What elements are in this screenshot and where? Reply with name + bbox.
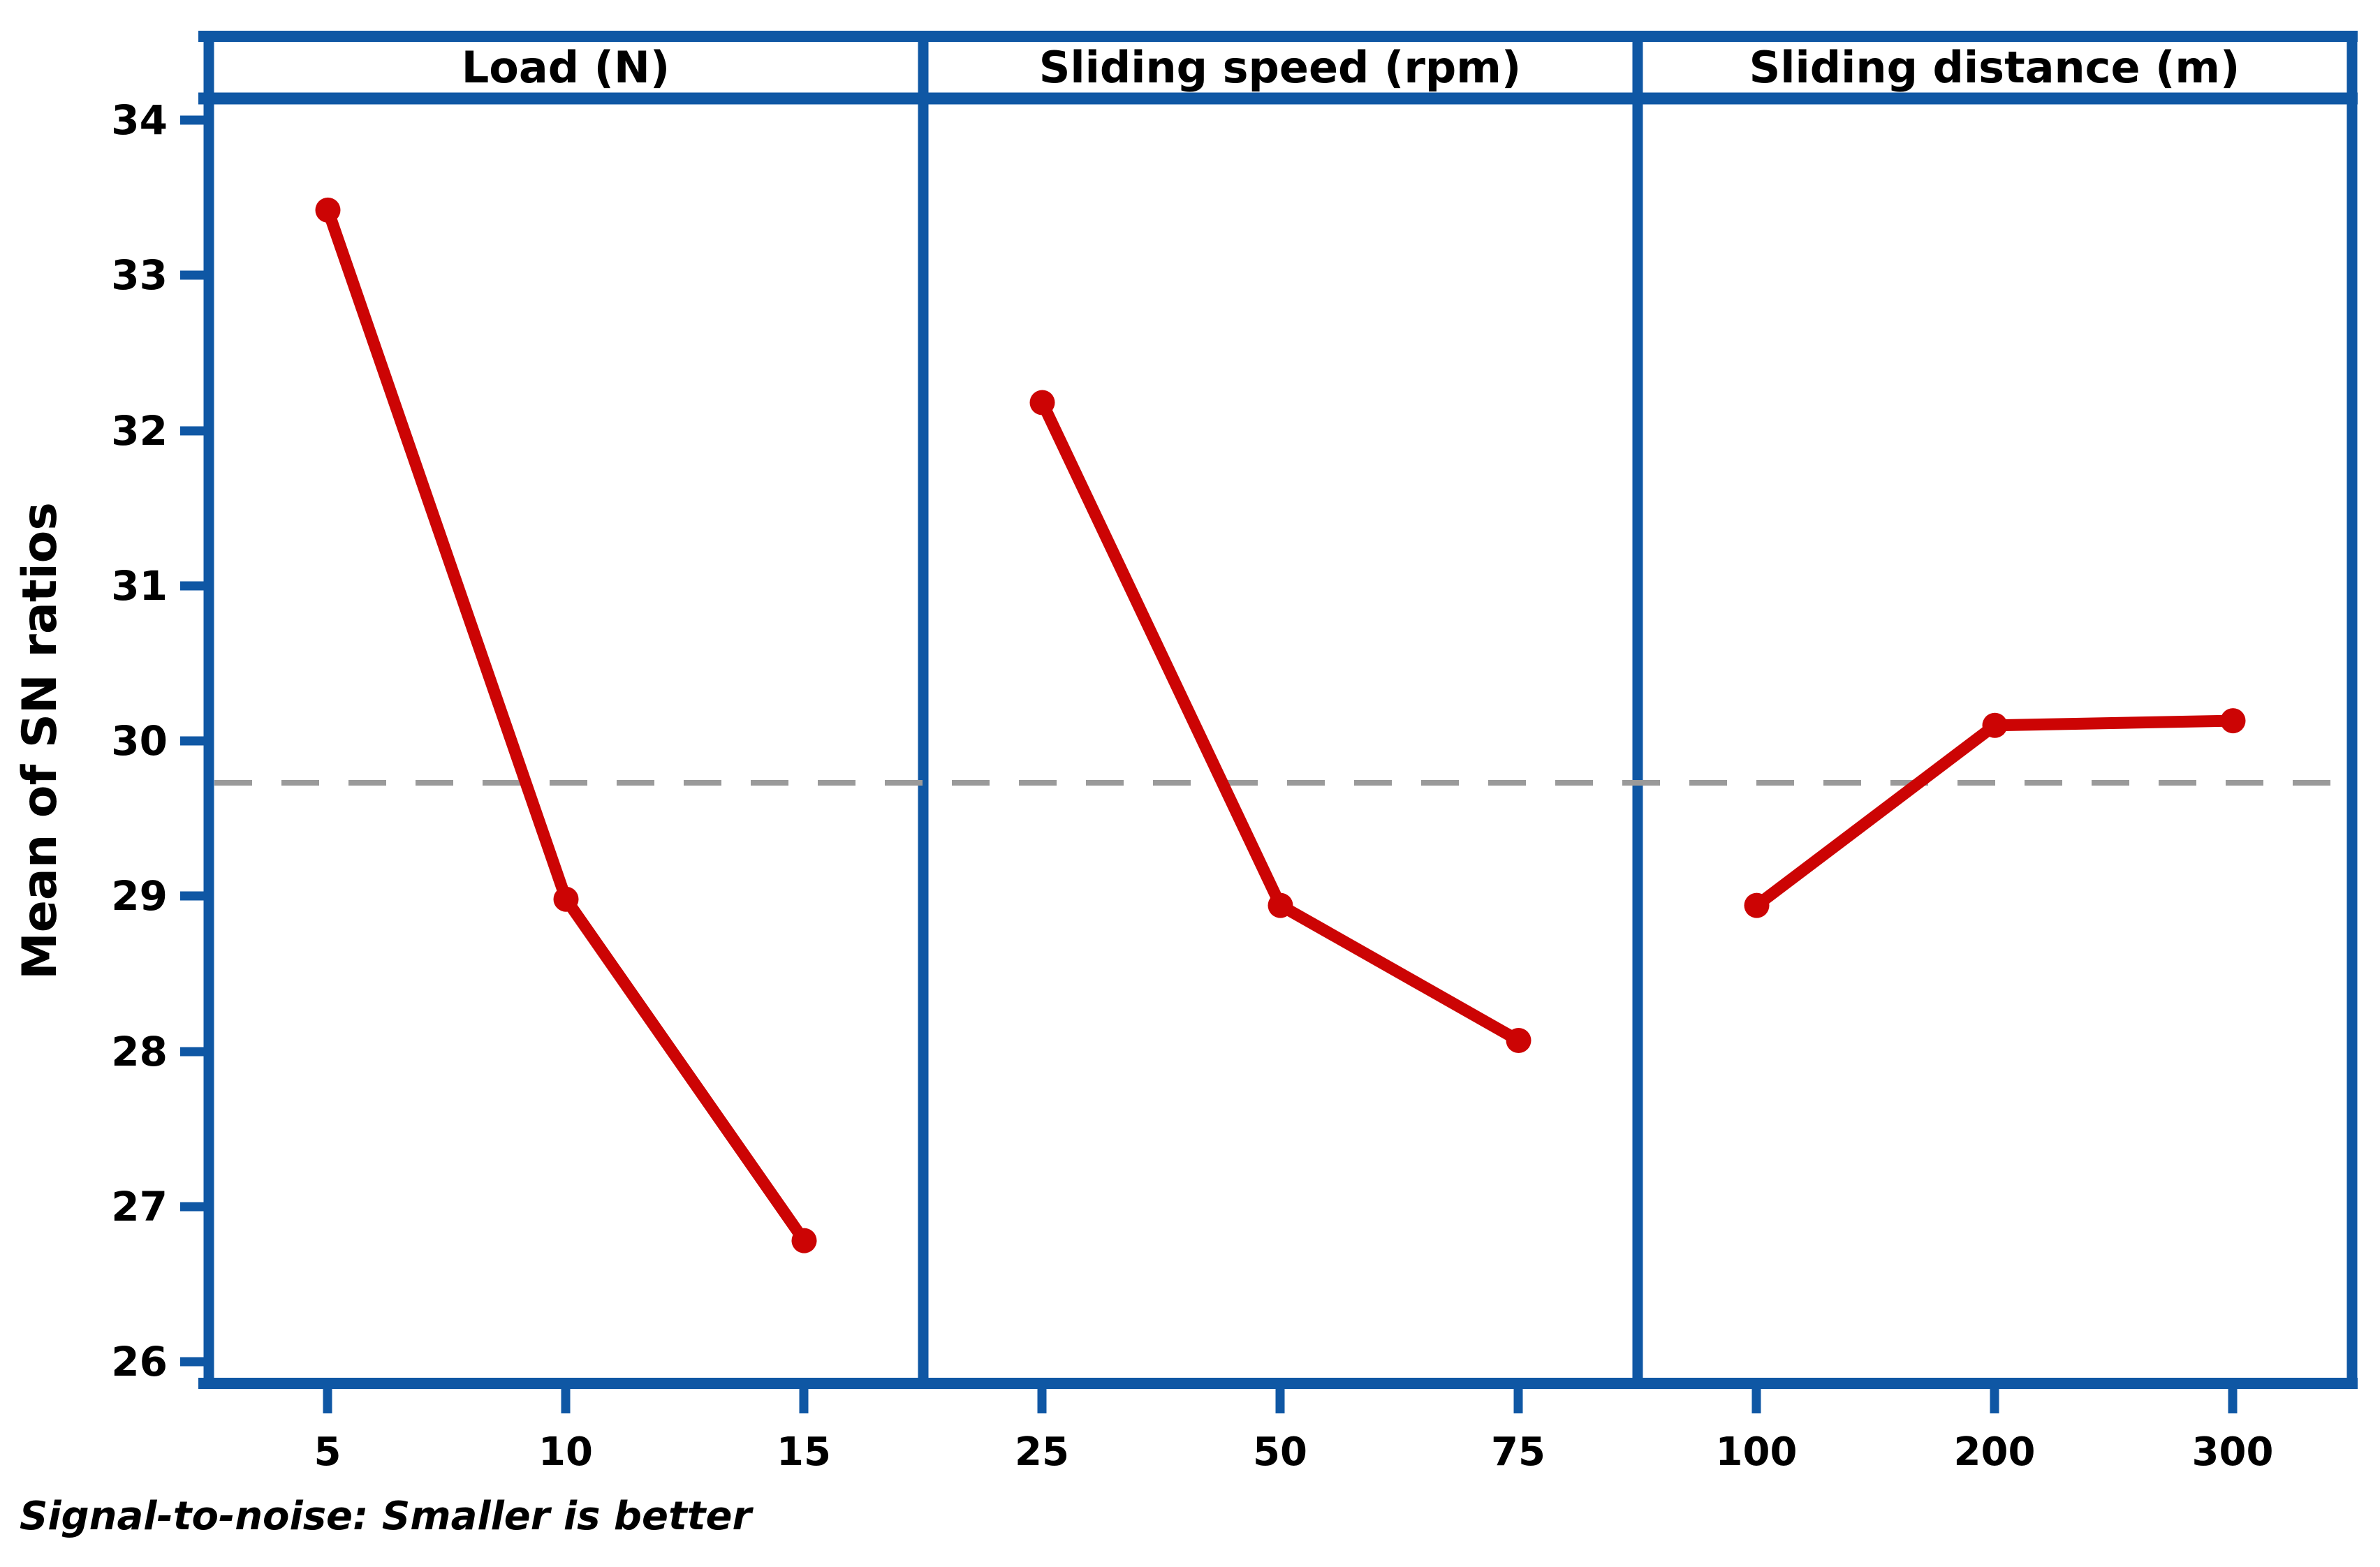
x-tick-label: 50 — [1253, 1429, 1307, 1475]
x-tick-labels: 5 10 15 25 50 75 100 200 300 — [314, 1429, 2274, 1475]
y-tick-labels: 26 27 28 29 30 31 32 33 34 — [111, 96, 168, 1385]
data-point-marker — [553, 886, 579, 912]
y-axis-title: Mean of SN ratios — [13, 502, 68, 980]
x-tick-label: 300 — [2192, 1429, 2274, 1475]
x-tick-label: 25 — [1015, 1429, 1069, 1475]
data-point-marker — [1744, 892, 1770, 918]
y-tick-label: 28 — [111, 1028, 168, 1075]
x-tick-label: 10 — [538, 1429, 593, 1475]
effect-line-panel-1 — [322, 204, 810, 1247]
x-tick-label: 5 — [314, 1429, 341, 1475]
y-tick-label: 34 — [111, 96, 168, 144]
data-point-marker — [315, 197, 341, 223]
x-tick-label: 75 — [1491, 1429, 1545, 1475]
y-tick-label: 30 — [111, 717, 168, 765]
y-tick-label: 27 — [111, 1183, 168, 1230]
data-point-marker — [2220, 708, 2246, 734]
x-tick-label: 15 — [777, 1429, 831, 1475]
footnote-signal-to-noise: Signal-to-noise: Smaller is better — [20, 1494, 754, 1539]
data-point-marker — [791, 1228, 817, 1253]
data-point-marker — [1506, 1027, 1531, 1053]
x-tick-label: 200 — [1954, 1429, 2036, 1475]
y-tick-label: 26 — [111, 1338, 168, 1385]
data-point-marker — [1029, 390, 1055, 415]
panel-title-sliding-distance: Sliding distance (m) — [1749, 42, 2240, 93]
y-tick-label: 29 — [111, 872, 168, 920]
y-tick-marks — [180, 115, 204, 1367]
effect-line-panel-2 — [1036, 396, 1525, 1047]
data-point-marker — [1268, 892, 1293, 918]
plot-frame — [198, 31, 2358, 1389]
x-tick-marks — [323, 1389, 2238, 1413]
y-tick-label: 31 — [111, 562, 168, 610]
y-tick-label: 33 — [111, 251, 168, 299]
series-layer — [214, 197, 2346, 1253]
data-point-marker — [1982, 712, 2008, 738]
y-tick-label: 32 — [111, 407, 168, 455]
x-tick-label: 100 — [1716, 1429, 1798, 1475]
effect-line-panel-3 — [1751, 714, 2239, 912]
panel-title-sliding-speed: Sliding speed (rpm) — [1039, 42, 1521, 93]
panel-title-load: Load (N) — [462, 42, 670, 93]
